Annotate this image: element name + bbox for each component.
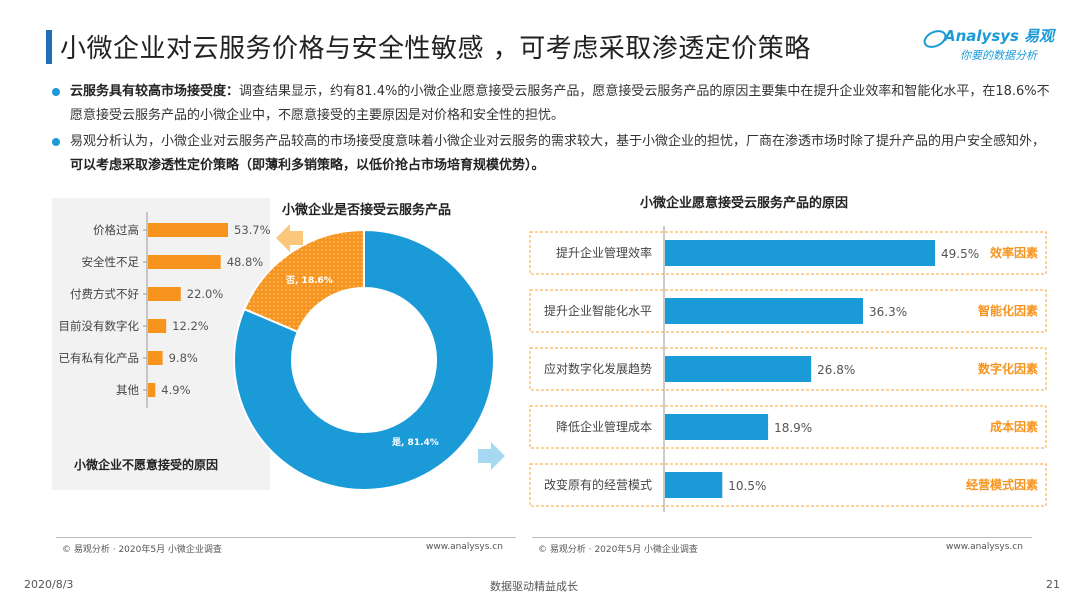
accept-bar	[665, 356, 812, 382]
reject-reasons-caption: 小微企业不愿意接受的原因	[74, 458, 219, 472]
accept-value-label: 10.5%	[728, 479, 766, 493]
accept-value-label: 18.9%	[774, 421, 812, 435]
reject-bar	[148, 319, 167, 333]
reject-category-label: 安全性不足	[82, 255, 140, 269]
footer-page-number: 21	[1046, 578, 1060, 591]
bullet-1-lead: 云服务具有较高市场接受度：	[70, 84, 240, 99]
accept-bar	[665, 240, 935, 266]
accept-value-label: 49.5%	[941, 247, 979, 261]
accept-bar	[665, 298, 863, 324]
accept-category-label: 提升企业管理效率	[556, 245, 652, 260]
right-source-rule	[532, 537, 1032, 538]
footer-slogan: 数据驱动精益成长	[490, 580, 578, 593]
accept-category-label: 应对数字化发展趋势	[544, 361, 652, 376]
logo-tagline: 你要的数据分析	[960, 49, 1037, 62]
reject-value-label: 53.7%	[234, 223, 271, 237]
donut-label-no: 否, 18.6%	[285, 275, 333, 286]
reject-category-label: 付费方式不好	[70, 287, 139, 301]
reject-bar	[148, 223, 228, 237]
bullet-1: 云服务具有较高市场接受度：调查结果显示，约有81.4%的小微企业愿意接受云服务产…	[48, 80, 1058, 128]
accept-category-label: 提升企业智能化水平	[544, 303, 652, 318]
right-site: www.analysys.cn	[946, 542, 1023, 552]
reject-bar	[148, 383, 156, 397]
reject-reasons-panel: 小微企业不愿意接受的原因	[52, 198, 270, 490]
accept-value-label: 36.3%	[869, 305, 907, 319]
bullet-2-emphasis: 可以考虑采取渗透性定价策略（即薄利多销策略，以低价抢占市场培育规模优势）。	[70, 158, 545, 173]
reject-category-label: 已有私有化产品	[59, 351, 140, 365]
title-accent-bar	[46, 30, 52, 64]
accept-category-label: 改变原有的经营模式	[544, 477, 652, 492]
accept-factor-label: 数字化因素	[978, 361, 1038, 376]
reject-value-label: 4.9%	[161, 383, 190, 397]
accept-row-box	[529, 289, 1047, 333]
reject-category-label: 其他	[116, 383, 139, 397]
accept-factor-label: 效率因素	[990, 245, 1038, 260]
logo-brand: Analysys 易观	[944, 27, 1055, 45]
accept-value-label: 26.8%	[817, 363, 855, 377]
donut-label-yes: 是, 81.4%	[391, 437, 439, 448]
left-source-rule	[56, 537, 516, 538]
reject-bar	[148, 255, 221, 269]
logo-swirl-icon	[923, 30, 947, 48]
reject-value-label: 9.8%	[169, 351, 198, 365]
accept-row-box	[529, 405, 1047, 449]
accept-factor-label: 成本因素	[990, 419, 1038, 434]
accept-reasons-title: 小微企业愿意接受云服务产品的原因	[640, 196, 849, 211]
reject-value-label: 48.8%	[227, 255, 264, 269]
reject-bar	[148, 351, 163, 365]
accept-bar	[665, 472, 723, 498]
accept-factor-label: 经营模式因素	[966, 477, 1038, 492]
reject-value-label: 22.0%	[187, 287, 224, 301]
bullet-1-text: 调查结果显示，约有81.4%的小微企业愿意接受云服务产品，愿意接受云服务产品的原…	[70, 84, 1050, 123]
left-site: www.analysys.cn	[426, 542, 503, 552]
left-source: © 易观分析 · 2020年5月 小微企业调查	[62, 545, 222, 555]
page-title: 小微企业对云服务价格与安全性敏感 ，可考虑采取渗透定价策略	[60, 34, 811, 64]
accept-row-box	[529, 231, 1047, 275]
summary-bullets: 云服务具有较高市场接受度：调查结果显示，约有81.4%的小微企业愿意接受云服务产…	[48, 80, 1058, 180]
donut-slice-yes	[233, 228, 495, 491]
footer-date: 2020/8/3	[24, 578, 74, 591]
orange-arrow-icon	[276, 224, 303, 252]
reject-bar	[148, 287, 181, 301]
pie-title: 小微企业是否接受云服务产品	[282, 203, 452, 218]
accept-row-box	[529, 463, 1047, 507]
analysys-logo: Analysys 易观 你要的数据分析	[922, 24, 1072, 68]
reject-value-label: 12.2%	[172, 319, 209, 333]
bullet-2: 易观分析认为，小微企业对云服务产品较高的市场接受度意味着小微企业对云服务的需求较…	[48, 130, 1058, 178]
reject-category-label: 目前没有数字化	[59, 319, 140, 333]
accept-factor-label: 智能化因素	[977, 303, 1038, 318]
donut-slice-no	[243, 228, 365, 334]
bullet-2-text: 易观分析认为，小微企业对云服务产品较高的市场接受度意味着小微企业对云服务的需求较…	[70, 134, 1046, 149]
blue-arrow-icon	[478, 442, 505, 470]
accept-row-box	[529, 347, 1047, 391]
accept-category-label: 降低企业管理成本	[556, 419, 652, 434]
accept-bar	[665, 414, 769, 440]
right-source: © 易观分析 · 2020年5月 小微企业调查	[538, 545, 698, 555]
reject-category-label: 价格过高	[93, 223, 139, 237]
